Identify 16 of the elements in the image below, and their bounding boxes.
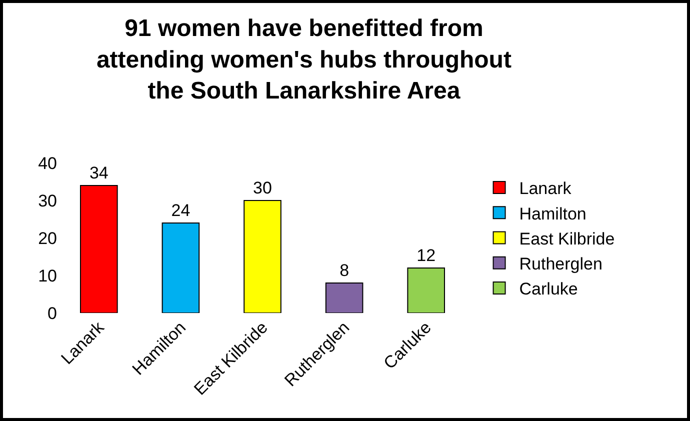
- data-label: 24: [171, 201, 190, 220]
- y-tick-label: 0: [48, 304, 57, 323]
- legend-label: Carluke: [519, 280, 578, 299]
- legend-label: Hamilton: [519, 204, 586, 224]
- y-tick-label: 30: [38, 191, 57, 210]
- chart-title: 91 women have benefitted from attending women's hubs throughout the South Lanarkshire Area: [96, 15, 512, 105]
- y-tick-label: 20: [38, 228, 57, 248]
- legend-label: East Kilbride: [519, 229, 615, 248]
- data-label: 8: [340, 261, 350, 280]
- data-label: 34: [89, 164, 108, 182]
- y-tick-label: 40: [38, 154, 57, 173]
- legend-label: Lanark: [519, 179, 572, 198]
- data-label: 30: [253, 178, 272, 198]
- y-tick-label: 10: [38, 266, 57, 286]
- legend-label: Rutherglen: [519, 254, 602, 274]
- data-label: 12: [416, 246, 436, 265]
